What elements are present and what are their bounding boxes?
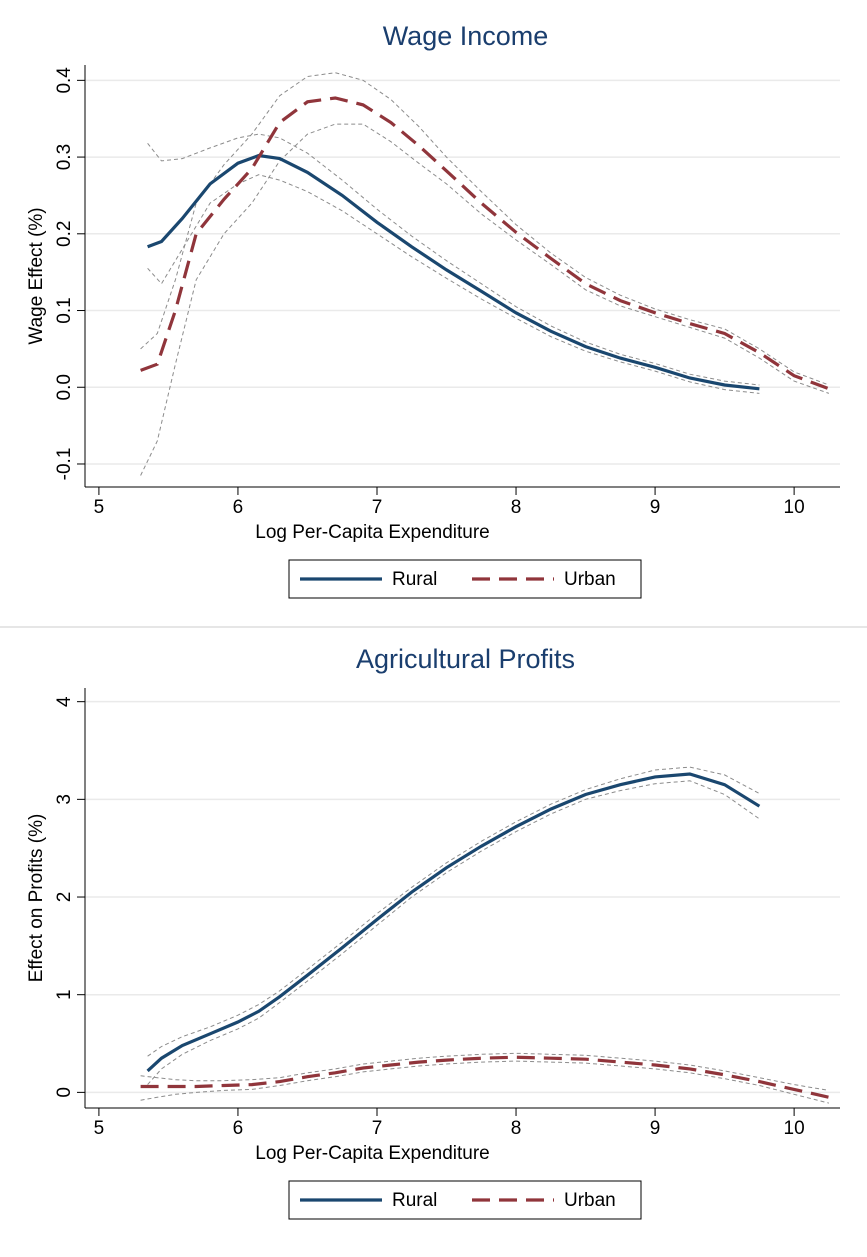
- y-tick-label: 0.2: [54, 221, 75, 247]
- y-tick-label: 2: [54, 892, 75, 903]
- legend-label: Rural: [392, 569, 437, 590]
- series-line: [146, 772, 761, 1073]
- x-tick-label: 8: [511, 1118, 522, 1139]
- y-tick-label: 0.1: [54, 297, 75, 323]
- x-tick-label: 6: [233, 497, 244, 518]
- confidence-band: [147, 174, 760, 394]
- x-tick-label: 10: [784, 497, 805, 518]
- y-tick-label: 3: [54, 794, 75, 805]
- series-line: [140, 1055, 830, 1099]
- y-tick-label: 0: [54, 1087, 75, 1098]
- legend-label: Urban: [564, 569, 616, 590]
- legend-label: Rural: [392, 1190, 437, 1211]
- y-tick-label: 4: [54, 696, 75, 707]
- plot-area: [85, 688, 840, 1108]
- x-tick-label: 9: [650, 497, 661, 518]
- chart-title: Agricultural Profits: [356, 644, 575, 674]
- x-tick-label: 10: [784, 1118, 805, 1139]
- confidence-band: [140, 1060, 830, 1104]
- x-tick-label: 7: [372, 497, 383, 518]
- y-tick-label: 1: [54, 989, 75, 1000]
- x-axis-label: Log Per-Capita Expenditure: [255, 522, 489, 543]
- x-tick-label: 8: [511, 497, 522, 518]
- x-tick-label: 5: [94, 497, 105, 518]
- y-tick-label: 0.4: [54, 67, 75, 94]
- chart-title: Wage Income: [383, 21, 549, 51]
- confidence-band: [147, 766, 760, 1057]
- y-tick-label: 0.0: [54, 374, 75, 400]
- x-tick-label: 6: [233, 1118, 244, 1139]
- x-tick-label: 7: [372, 1118, 383, 1139]
- x-axis-label: Log Per-Capita Expenditure: [255, 1143, 489, 1164]
- x-tick-label: 5: [94, 1118, 105, 1139]
- legend-label: Urban: [564, 1190, 616, 1211]
- series-line: [140, 96, 830, 391]
- x-tick-label: 9: [650, 1118, 661, 1139]
- plot-area: [85, 65, 840, 487]
- series-line: [147, 153, 760, 391]
- confidence-band: [140, 123, 830, 476]
- confidence-band: [147, 780, 760, 1085]
- y-tick-label: 0.3: [54, 144, 75, 170]
- y-axis-label: Wage Effect (%): [26, 207, 47, 344]
- y-tick-label: -0.1: [54, 448, 75, 481]
- confidence-band: [140, 1052, 829, 1091]
- y-axis-label: Effect on Profits (%): [26, 814, 47, 983]
- confidence-band: [140, 72, 830, 386]
- confidence-band: [147, 133, 760, 386]
